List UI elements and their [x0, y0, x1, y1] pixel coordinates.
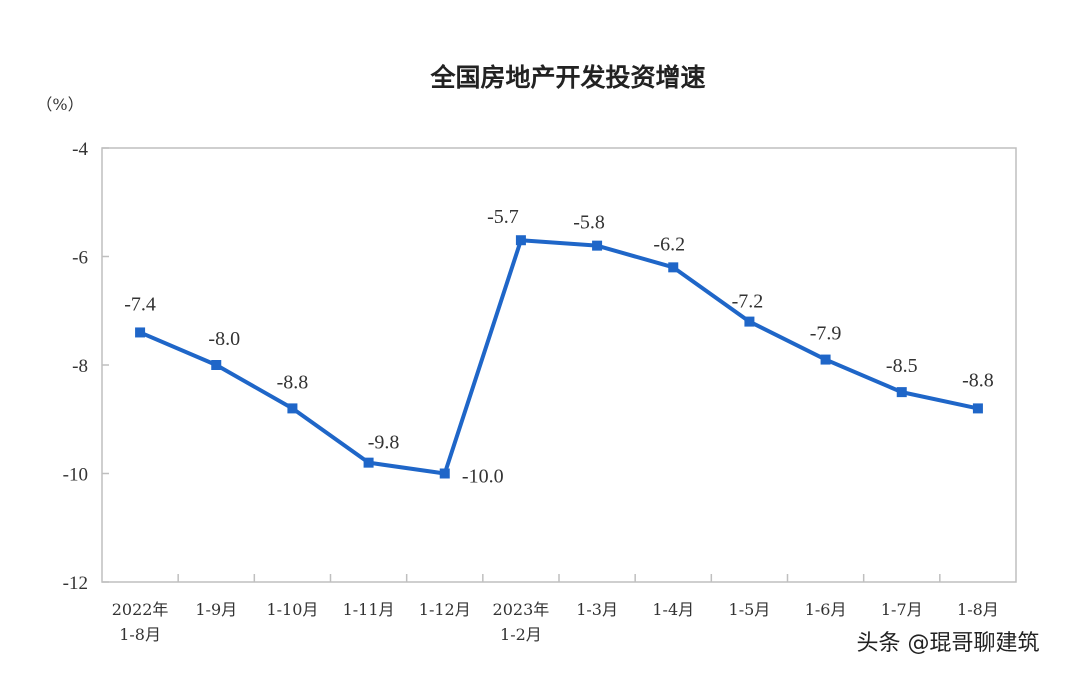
data-label: -7.9 — [810, 323, 842, 345]
data-point-marker — [515, 235, 526, 246]
x-tick-label: 1-9月 — [195, 600, 237, 619]
data-point-marker — [744, 316, 755, 327]
x-tick-label: 2022年 1-8月 — [112, 600, 169, 644]
y-tick-label: -6 — [72, 248, 88, 269]
y-tick-label: -4 — [72, 139, 88, 160]
data-label: -7.4 — [124, 293, 156, 315]
x-tick-label: 1-10月 — [266, 600, 318, 619]
y-tick-label: -10 — [63, 465, 88, 486]
x-tick-label: 1-6月 — [805, 600, 847, 619]
data-label: -8.0 — [208, 328, 240, 350]
x-tick-label: 1-3月 — [576, 600, 618, 619]
data-label: -8.8 — [277, 371, 309, 393]
data-label: -5.7 — [487, 206, 519, 228]
data-label: -8.5 — [886, 355, 918, 377]
data-point-marker — [135, 327, 146, 338]
data-label: -8.8 — [962, 369, 994, 391]
data-point-marker — [287, 403, 298, 414]
data-label: -6.2 — [653, 233, 685, 255]
y-axis-unit: （%） — [36, 95, 83, 114]
data-point-marker — [363, 457, 374, 468]
x-tick-label: 1-8月 — [957, 600, 999, 619]
data-point-marker — [896, 387, 907, 398]
data-point-marker — [592, 240, 603, 251]
data-point-marker — [439, 468, 450, 479]
data-point-marker — [211, 360, 222, 370]
data-label: -10.0 — [462, 466, 504, 488]
plot-area: -4 -6 -8 -10 -12 2022年 1-8月 1-9月 1-10月 1-11月 1-12月… — [63, 139, 1017, 644]
data-label: -5.8 — [573, 212, 605, 234]
data-point-marker — [820, 354, 831, 365]
data-point-marker — [668, 262, 679, 273]
x-tick-label: 1-5月 — [729, 600, 771, 619]
x-tick-label: 1-11月 — [343, 600, 395, 619]
plot-frame — [101, 147, 1017, 583]
series-line — [139, 238, 979, 476]
watermark: 头条 @琨哥聊建筑 — [857, 631, 1040, 656]
x-tick-label: 1-12月 — [419, 600, 471, 619]
y-tick-label: -12 — [63, 573, 88, 594]
y-tick-label: -8 — [72, 356, 88, 377]
chart-title: 全国房地产开发投资增速 — [429, 63, 705, 92]
data-label: -7.2 — [732, 291, 764, 313]
x-tick-label: 1-7月 — [881, 600, 923, 619]
data-label: -9.8 — [368, 432, 400, 454]
data-point-marker — [972, 403, 983, 414]
x-tick-label: 1-4月 — [652, 600, 694, 619]
x-tick-label: 2023年 1-2月 — [493, 600, 550, 644]
